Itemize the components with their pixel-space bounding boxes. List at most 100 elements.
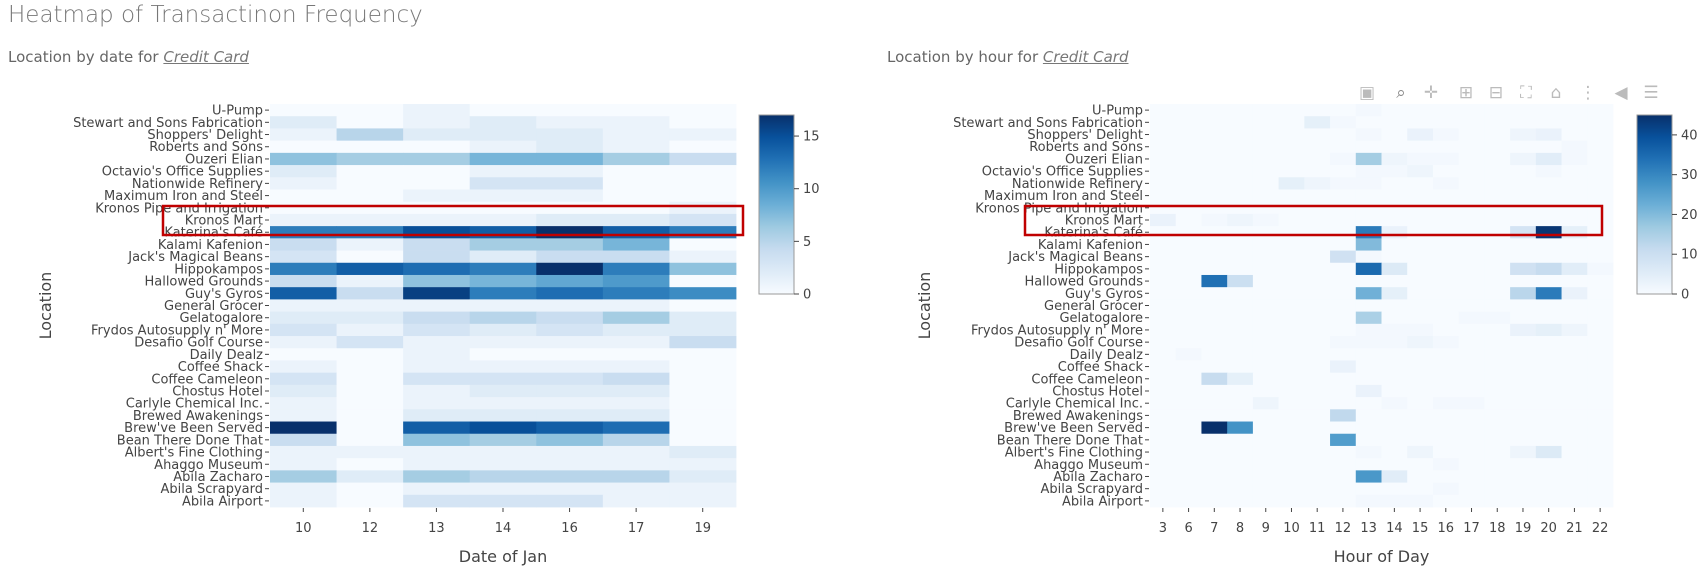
right-heatmap-cell <box>1561 323 1588 337</box>
right-heatmap-cell <box>1150 213 1177 227</box>
right-heatmap-cell <box>1587 287 1614 300</box>
right-heatmap-cell <box>1227 372 1254 386</box>
right-heatmap-cell <box>1510 152 1537 166</box>
right-heatmap-cell <box>1535 165 1562 178</box>
right-heatmap-cell <box>1175 250 1202 264</box>
zoom-in-icon[interactable]: ⊞ <box>1458 83 1474 103</box>
right-heatmap-cell <box>1227 470 1254 483</box>
right-heatmap-cell <box>1175 165 1202 178</box>
right-heatmap-cell <box>1535 128 1562 142</box>
right-heatmap-cell <box>1535 287 1562 300</box>
hover-closest-icon[interactable]: ◀ <box>1614 83 1628 103</box>
right-heatmap-cell <box>1252 250 1280 264</box>
right-heatmap-cell <box>1407 140 1434 154</box>
left-heatmap-cell <box>270 433 337 447</box>
right-y-tick-label: Guy's Gyros <box>1065 287 1143 302</box>
right-heatmap-cell <box>1484 165 1511 178</box>
right-y-tick-label: Abila Zacharo <box>1053 470 1143 485</box>
right-heatmap-cell <box>1561 165 1588 178</box>
right-heatmap-cell <box>1587 311 1614 325</box>
right-heatmap-cell <box>1458 262 1485 276</box>
right-y-tick-label: Carlyle Chemical Inc. <box>1006 397 1143 412</box>
left-heatmap-cell <box>669 397 737 410</box>
right-heatmap-cell <box>1330 213 1357 227</box>
right-heatmap-cell <box>1458 152 1485 166</box>
right-heatmap-cell <box>1535 494 1562 508</box>
right-heatmap-cell <box>1278 470 1305 483</box>
left-heatmap-cell <box>469 360 537 374</box>
right-payment-method-link[interactable]: Credit Card <box>1042 48 1129 66</box>
right-heatmap-cell <box>1330 250 1357 264</box>
right-heatmap-cell <box>1381 482 1408 496</box>
right-heatmap-cell <box>1484 299 1511 312</box>
hover-compare-icon[interactable]: ☰ <box>1643 83 1659 103</box>
left-heatmap-cell <box>669 494 737 508</box>
right-heatmap-cell <box>1278 397 1305 410</box>
right-heatmap-cell <box>1278 458 1305 471</box>
right-heatmap-cell <box>1227 104 1254 117</box>
right-heatmap-cell <box>1304 311 1331 325</box>
right-heatmap-cell <box>1407 213 1434 227</box>
right-heatmap-cell <box>1304 152 1331 166</box>
left-heatmap-cell <box>536 494 604 508</box>
left-heatmap-cell <box>403 189 471 203</box>
pan-icon[interactable]: ✛ <box>1423 83 1439 103</box>
camera-icon[interactable]: ▣ <box>1358 83 1376 103</box>
right-heatmap-cell <box>1484 360 1511 374</box>
right-heatmap-cell <box>1252 213 1280 227</box>
left-heatmap-cell <box>403 482 471 496</box>
right-heatmap-cell <box>1304 409 1331 422</box>
right-heatmap-cell <box>1407 238 1434 251</box>
right-heatmap-cell <box>1458 348 1485 361</box>
right-heatmap-cell <box>1484 213 1511 227</box>
left-heatmap-cell <box>403 213 471 227</box>
left-x-tick-label: 19 <box>694 521 711 536</box>
right-heatmap-cell <box>1587 482 1614 496</box>
left-heatmap-cell <box>270 274 337 288</box>
right-heatmap-cell <box>1381 470 1408 483</box>
left-heatmap-cell <box>536 128 604 142</box>
zoom-icon[interactable]: ⌕ <box>1396 83 1406 103</box>
right-heatmap-cell <box>1510 397 1537 410</box>
left-payment-method-link[interactable]: Credit Card <box>163 48 249 66</box>
right-heatmap-cell <box>1432 128 1460 142</box>
zoom-out-icon[interactable]: ⊟ <box>1488 83 1504 103</box>
left-subtitle-prefix: Location by date for <box>8 48 159 66</box>
right-heatmap-cell <box>1175 397 1202 410</box>
right-heatmap-cell <box>1201 274 1228 288</box>
right-heatmap-cell <box>1458 165 1485 178</box>
spike-lines-icon[interactable]: ⋮ <box>1579 83 1597 103</box>
right-heatmap-cell <box>1304 262 1331 276</box>
left-heatmap-cell <box>469 140 537 154</box>
right-y-tick-label: Chostus Hotel <box>1052 384 1143 399</box>
reset-axes-icon[interactable]: ⌂ <box>1550 83 1562 103</box>
right-heatmap-cell <box>1150 470 1177 483</box>
right-heatmap-cell <box>1381 238 1408 251</box>
right-heatmap-cell <box>1252 226 1280 239</box>
right-heatmap-cell <box>1227 421 1254 435</box>
right-heatmap-cell <box>1355 421 1382 435</box>
right-x-tick-label: 17 <box>1463 521 1480 536</box>
right-heatmap-cell <box>1150 421 1177 435</box>
left-heatmap-cell <box>403 140 471 154</box>
left-heatmap-cell <box>669 152 737 166</box>
right-heatmap-cell <box>1432 433 1460 447</box>
left-heatmap-cell <box>469 274 537 288</box>
left-heatmap-cell <box>602 201 670 215</box>
right-heatmap-cell <box>1252 458 1280 471</box>
right-heatmap-cell <box>1510 323 1537 337</box>
left-heatmap-cell <box>469 397 537 410</box>
right-heatmap-cell <box>1381 116 1408 129</box>
right-heatmap-cell <box>1175 287 1202 300</box>
left-heatmap-cell <box>536 152 604 166</box>
left-colorbar-tick-label: 5 <box>803 235 811 250</box>
right-heatmap-cell <box>1587 409 1614 422</box>
left-heatmap-cell <box>602 274 670 288</box>
autoscale-icon[interactable]: ⛶ <box>1520 83 1532 103</box>
left-y-tick-label: Albert's Fine Clothing <box>125 446 263 461</box>
right-heatmap-cell <box>1458 470 1485 483</box>
right-heatmap-cell <box>1304 250 1331 264</box>
right-heatmap-cell <box>1510 470 1537 483</box>
left-heatmap-cell <box>536 287 604 300</box>
right-heatmap-cell <box>1304 104 1331 117</box>
